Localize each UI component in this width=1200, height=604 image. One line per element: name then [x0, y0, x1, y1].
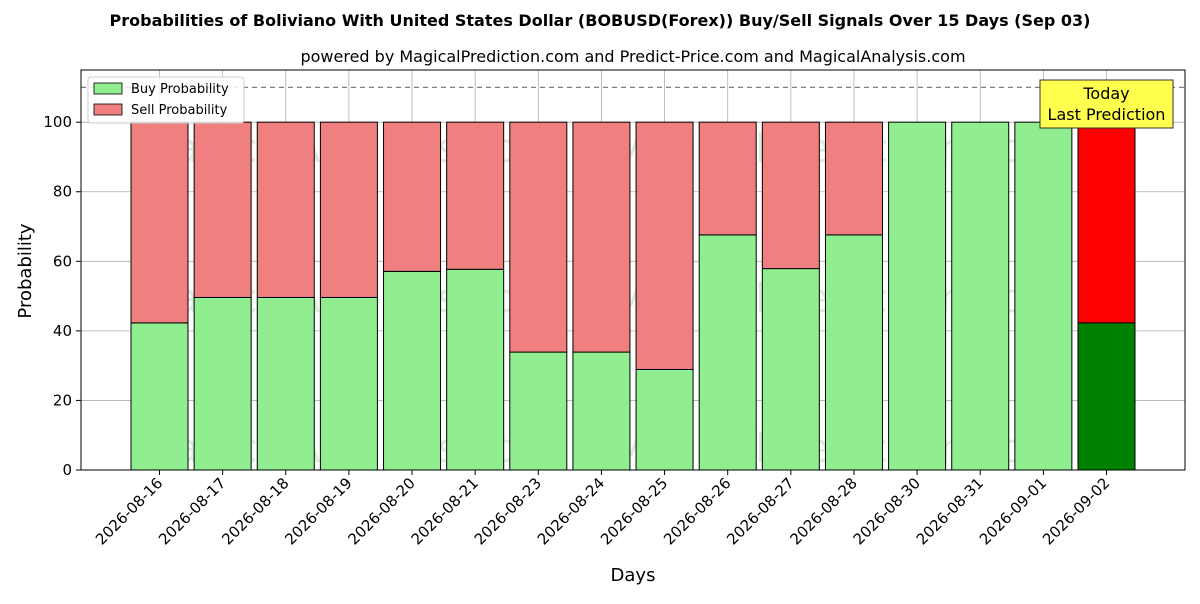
bar-sell-2026-08-17 — [193, 121, 252, 298]
legend-box — [87, 76, 245, 124]
bar-sell-2026-08-21 — [446, 121, 505, 270]
y-tick-label-3: 60 — [53, 252, 72, 270]
y-tick-label-1: 20 — [53, 391, 72, 409]
x-tick-label-1: 2026-08-17 — [155, 474, 229, 548]
bar-buy-2026-08-26 — [698, 234, 757, 471]
bar-buy-2026-08-23 — [509, 351, 568, 471]
bar-buy-2026-08-27 — [761, 268, 820, 471]
y-axis-label: Probability — [15, 223, 36, 318]
y-tick-label-2: 40 — [53, 322, 72, 340]
bar-buy-2026-08-17 — [193, 296, 252, 471]
legend-swatch-sell — [93, 103, 123, 116]
x-tick-label-10: 2026-08-27 — [723, 474, 797, 548]
bar-buy-2026-08-30 — [888, 121, 947, 471]
y-tick-label-0: 0 — [62, 461, 72, 479]
annotation-box — [1039, 79, 1174, 129]
bar-sell-2026-08-19 — [319, 121, 378, 298]
bar-buy-2026-08-16 — [130, 322, 189, 471]
x-tick-label-12: 2026-08-30 — [850, 474, 924, 548]
bar-buy-2026-08-24 — [572, 351, 631, 471]
bar-sell-2026-08-18 — [256, 121, 315, 298]
x-tick-label-2: 2026-08-18 — [218, 474, 292, 548]
bar-buy-2026-09-01 — [1014, 121, 1073, 471]
x-tick-label-14: 2026-09-01 — [976, 474, 1050, 548]
x-tick-label-9: 2026-08-26 — [660, 474, 734, 548]
today-annotation: Today Last Prediction — [1039, 79, 1174, 129]
x-tick-label-3: 2026-08-19 — [281, 474, 355, 548]
bar-sell-2026-08-27 — [761, 121, 820, 270]
legend: Buy Probability Sell Probability — [87, 76, 245, 124]
bar-sell-2026-08-25 — [635, 121, 694, 370]
bar-buy-2026-08-25 — [635, 368, 694, 471]
bar-buy-2026-08-18 — [256, 296, 315, 471]
legend-label-sell: Sell Probability — [131, 103, 228, 118]
legend-swatch-buy — [93, 82, 123, 95]
bars — [130, 121, 1136, 471]
bar-sell-2026-08-26 — [698, 121, 757, 236]
x-tick-label-13: 2026-08-31 — [913, 474, 987, 548]
bar-buy-2026-08-31 — [951, 121, 1010, 471]
bar-sell-2026-08-16 — [130, 121, 189, 324]
x-tick-label-15: 2026-09-02 — [1039, 474, 1113, 548]
x-tick-label-11: 2026-08-28 — [786, 474, 860, 548]
x-tick-label-0: 2026-08-16 — [92, 474, 166, 548]
bar-buy-2026-08-28 — [824, 234, 883, 471]
x-tick-label-8: 2026-08-25 — [597, 474, 671, 548]
chart-subtitle: powered by MagicalPrediction.com and Pre… — [300, 47, 965, 66]
plot-frame — [80, 69, 1186, 471]
bar-buy-2026-08-19 — [319, 296, 378, 471]
bar-buy-2026-08-21 — [446, 268, 505, 471]
bar-sell-2026-08-20 — [383, 121, 442, 272]
bar-sell-2026-08-23 — [509, 121, 568, 353]
chart-title: Probabilities of Boliviano With United S… — [110, 11, 1091, 30]
x-tick-label-4: 2026-08-20 — [344, 474, 418, 548]
bar-sell-2026-09-02 — [1077, 121, 1136, 324]
x-tick-label-7: 2026-08-24 — [534, 474, 608, 548]
x-axis-label: Days — [611, 565, 656, 586]
x-tick-label-6: 2026-08-23 — [471, 474, 545, 548]
annotation-line-1: Today — [1082, 84, 1129, 103]
x-tick-label-5: 2026-08-21 — [408, 474, 482, 548]
bar-buy-2026-08-20 — [383, 270, 442, 471]
bar-sell-2026-08-28 — [824, 121, 883, 236]
bar-buy-2026-09-02 — [1077, 322, 1136, 471]
bar-sell-2026-08-24 — [572, 121, 631, 353]
legend-label-buy: Buy Probability — [131, 82, 229, 97]
annotation-line-2: Last Prediction — [1048, 105, 1166, 124]
y-tick-label-4: 80 — [53, 183, 72, 201]
y-tick-label-5: 100 — [43, 113, 72, 131]
